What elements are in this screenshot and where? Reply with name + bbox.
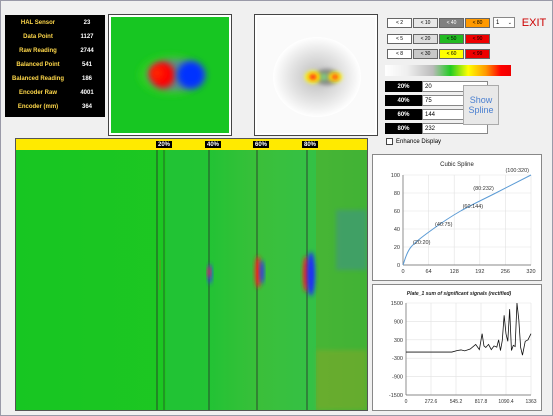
stat-value-encoder-mm: 364 — [71, 101, 103, 113]
plate-xtick-label: 545.2 — [450, 399, 463, 405]
chevron-down-icon: ⌄ — [507, 19, 512, 26]
scan-panel: 20% 40% 60% 80% — [15, 138, 368, 411]
swatch-lt-80[interactable]: < 80 — [465, 18, 490, 28]
show-spline-button[interactable]: Show Spline — [463, 85, 499, 125]
threshold-label-80: 80% — [385, 123, 422, 134]
swatch-lt-20[interactable]: < 20 — [413, 34, 438, 44]
stat-label-balanced-reading: Balanced Reading — [7, 73, 69, 85]
spline-xtick-label: 0 — [401, 269, 404, 275]
spline-curve — [402, 174, 532, 266]
plate-xtick-label: 1363 — [525, 399, 536, 405]
spline-ytick-label: 0 — [397, 263, 400, 269]
spline-point-label: (100:320) — [505, 168, 529, 174]
enhance-display-toggle[interactable]: Enhance Display — [386, 138, 441, 145]
stat-label-raw-reading: Raw Reading — [7, 45, 69, 57]
stat-label-hal-sensor: HAL Sensor — [7, 17, 69, 29]
exit-button[interactable]: EXIT — [521, 17, 547, 29]
spline-ytick-label: 60 — [394, 209, 400, 215]
spline-xtick-label: 320 — [526, 269, 535, 275]
spline-point-label: (40:75) — [435, 222, 453, 228]
magnitude-map — [254, 14, 378, 136]
threshold-label-20: 20% — [385, 81, 422, 92]
plate-xtick-label: 1090.4 — [498, 399, 514, 405]
marker-20: 20% — [156, 141, 173, 148]
marker-80: 80% — [302, 141, 319, 148]
threshold-marker-bar: 20% 40% 60% 80% — [16, 139, 367, 150]
plate-signal-line — [406, 302, 532, 356]
stat-value-data-point: 1127 — [71, 31, 103, 43]
spline-point-label: (20:20) — [413, 240, 431, 246]
threshold-label-60: 60% — [385, 109, 422, 120]
plate-ytick-label: -900 — [392, 375, 403, 381]
stat-value-raw-reading: 2744 — [71, 45, 103, 57]
plate-ytick-label: -300 — [392, 356, 403, 362]
magnitude-map-image — [257, 17, 375, 133]
level-select[interactable]: 1 ⌄ — [493, 17, 515, 28]
spline-point-label: (80:232) — [473, 186, 494, 192]
spline-xtick-label: 64 — [426, 269, 432, 275]
stat-label-balanced-point: Balanced Point — [7, 59, 69, 71]
signed-field-map-image — [111, 17, 229, 133]
sensor-stats-panel: HAL Sensor 23 Data Point 1127 Raw Readin… — [5, 15, 105, 117]
spline-xtick-label: 256 — [501, 269, 510, 275]
plate-ytick-label: 300 — [394, 338, 403, 344]
spline-ytick-label: 20 — [394, 245, 400, 251]
swatch-lt-2[interactable]: < 2 — [387, 18, 412, 28]
swatch-lt-10[interactable]: < 10 — [413, 18, 438, 28]
stat-value-encoder-raw: 4001 — [71, 87, 103, 99]
spline-ytick-label: 40 — [394, 227, 400, 233]
stat-value-balanced-point: 541 — [71, 59, 103, 71]
plate-sum-chart: Plate_1 sum of significant signals (rect… — [389, 291, 537, 405]
swatch-lt-50[interactable]: < 50 — [439, 34, 464, 44]
spline-point-label: (60:144) — [463, 204, 484, 210]
scan-image — [16, 150, 367, 410]
swatch-lt-8[interactable]: < 8 — [387, 49, 412, 59]
marker-40: 40% — [205, 141, 222, 148]
cubic-spline-chart-panel: Cubic Spline 0 20 40 60 80 100 0 64 128 192 256 320… — [372, 154, 542, 281]
plate-xtick-label: 0 — [405, 399, 408, 405]
spline-xtick-label: 192 — [475, 269, 484, 275]
enhance-display-label: Enhance Display — [396, 138, 442, 145]
threshold-input-80[interactable]: 232 — [422, 123, 488, 134]
stat-value-hal-sensor: 23 — [71, 17, 103, 29]
cubic-spline-chart: Cubic Spline 0 20 40 60 80 100 0 64 128 192 256 320… — [391, 162, 536, 275]
plate-ytick-label: 1500 — [391, 301, 403, 307]
spline-ytick-label: 80 — [394, 191, 400, 197]
swatch-lt-30[interactable]: < 30 — [413, 49, 438, 59]
spline-ytick-label: 100 — [391, 173, 400, 179]
plate-xtick-label: 817.8 — [475, 399, 488, 405]
plate-sum-title: Plate_1 sum of significant signals (rect… — [407, 291, 512, 297]
swatch-lt-60[interactable]: < 60 — [439, 49, 464, 59]
signed-field-map — [108, 14, 232, 136]
swatch-lt-5[interactable]: < 5 — [387, 34, 412, 44]
stat-value-balanced-reading: 186 — [71, 73, 103, 85]
spline-xtick-label: 128 — [450, 269, 459, 275]
swatch-lt-99[interactable]: < 99 — [465, 49, 490, 59]
show-spline-label: Show Spline — [468, 95, 494, 115]
plate-ytick-label: -1500 — [389, 393, 403, 399]
color-scale-bar — [385, 65, 511, 76]
plate-xtick-label: 272.6 — [425, 399, 438, 405]
plate-sum-chart-panel: Plate_1 sum of significant signals (rect… — [372, 284, 542, 411]
stat-label-data-point: Data Point — [7, 31, 69, 43]
level-select-value: 1 — [496, 19, 500, 26]
cubic-spline-title: Cubic Spline — [440, 162, 474, 168]
stat-label-encoder-raw: Encoder Raw — [7, 87, 69, 99]
swatch-lt-40[interactable]: < 40 — [439, 18, 464, 28]
swatch-lt-90[interactable]: < 90 — [465, 34, 490, 44]
plate-ytick-label: 900 — [394, 319, 403, 325]
marker-60: 60% — [253, 141, 270, 148]
stat-label-encoder-mm: Encoder (mm) — [7, 101, 69, 113]
enhance-display-checkbox[interactable] — [386, 138, 393, 145]
threshold-label-40: 40% — [385, 95, 422, 106]
